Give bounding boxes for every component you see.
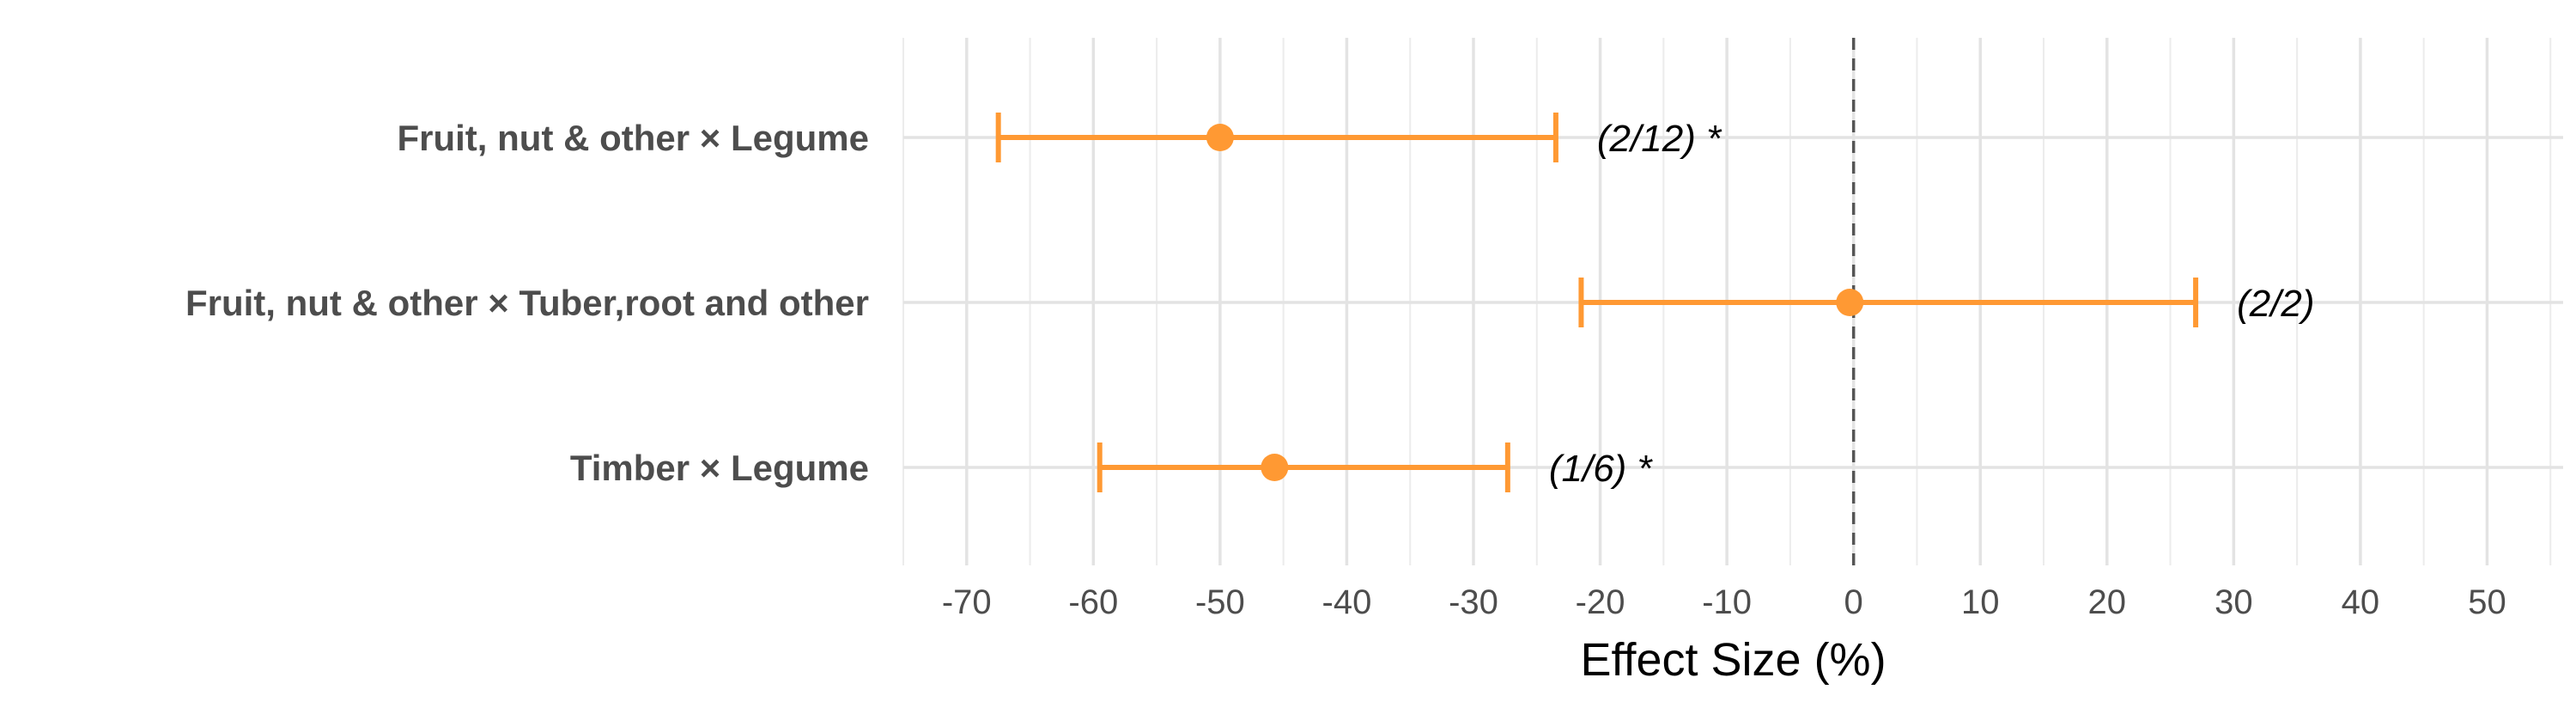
x-tick-label: -30 <box>1449 583 1498 621</box>
x-tick-label: 30 <box>2215 583 2253 621</box>
x-tick-label: -10 <box>1702 583 1752 621</box>
x-tick-label: 20 <box>2088 583 2127 621</box>
effect-row: Fruit, nut & other × Tuber,root and othe… <box>185 278 2315 327</box>
category-label: Timber × Legume <box>570 448 869 488</box>
x-tick-label: 0 <box>1844 583 1863 621</box>
sample-annotation: (2/12) * <box>1597 118 1722 160</box>
x-tick-label: 10 <box>1961 583 2000 621</box>
effect-row: Fruit, nut & other × Legume (2/12) * <box>397 113 1722 162</box>
effect-point <box>1836 289 1864 316</box>
x-tick-label: 40 <box>2342 583 2380 621</box>
x-tick-label: -20 <box>1576 583 1625 621</box>
effect-point <box>1261 454 1289 481</box>
effect-row: Timber × Legume (1/6) * <box>570 442 1654 492</box>
x-axis-title: Effect Size (%) <box>1580 634 1886 686</box>
sample-annotation: (1/6) * <box>1549 448 1654 490</box>
category-label: Fruit, nut & other × Legume <box>397 118 869 158</box>
sample-annotation: (2/2) <box>2237 283 2314 325</box>
effect-rows: Fruit, nut & other × Legume (2/12) *Fruit… <box>185 113 2315 492</box>
x-tick-label: -70 <box>942 583 992 621</box>
x-axis-tick-labels: -70 -60 -50 -40 -30 -20 -10 0 10 20 30 40 50 <box>942 583 2506 621</box>
x-tick-label: -60 <box>1068 583 1118 621</box>
x-tick-label: -50 <box>1195 583 1245 621</box>
x-tick-label: 50 <box>2468 583 2506 621</box>
effect-point <box>1206 124 1234 151</box>
category-label: Fruit, nut & other × Tuber,root and othe… <box>185 283 869 323</box>
x-tick-label: -40 <box>1322 583 1372 621</box>
